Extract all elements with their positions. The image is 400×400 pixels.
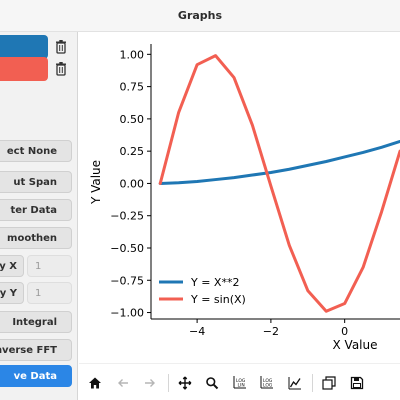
smoothen-button[interactable]: moothen [0,227,72,249]
shift-y-input[interactable]: 1 [27,282,72,304]
svg-text:LOG: LOG [263,378,273,384]
pan-icon[interactable] [174,372,196,394]
shift-x-input[interactable]: 1 [27,255,72,277]
plot-toolbar: LOG LIN LOG LOG [79,363,400,400]
y-tick-label: 1.00 [120,48,145,61]
curve-color-swatch-1[interactable] [0,35,48,59]
plot-area[interactable]: 1.00 0.75 0.50 0.25 0.00 −0.25 −0.50 −0.75 −1.00… [79,32,400,363]
toolbar-separator [312,374,313,392]
shift-y-button[interactable]: y Y [0,282,24,304]
window-titlebar: Graphs [0,0,400,32]
sidebar: ect None ut Span ter Data moothen y X 1 … [0,32,78,400]
x-tick-label: 0 [341,325,348,338]
y-tick-label: 0.50 [120,113,145,126]
svg-text:LIN: LIN [238,383,245,389]
log-x-icon[interactable]: LOG LIN [229,372,251,394]
y-tick-label: 0.75 [120,81,145,94]
back-icon[interactable] [112,372,134,394]
log-y-icon[interactable]: LOG LOG [256,372,278,394]
y-tick-label: −0.25 [110,210,144,223]
save-data-button[interactable]: ve Data [0,365,72,387]
integral-button[interactable]: Integral [0,311,72,333]
series-line-2 [158,54,400,313]
home-icon[interactable] [84,372,106,394]
svg-text:LOG: LOG [236,378,246,384]
shift-x-row: y X 1 [0,255,78,277]
x-tick-label: −2 [263,325,279,338]
line-chart[interactable]: 1.00 0.75 0.50 0.25 0.00 −0.25 −0.50 −0.75 −1.00… [79,32,400,363]
shift-x-button[interactable]: y X [0,255,24,277]
curve-row-2 [0,57,78,81]
save-icon[interactable] [346,372,368,394]
delete-curve-2-trash-icon[interactable] [55,61,67,77]
graph-style-icon[interactable] [284,372,306,394]
delete-curve-1-trash-icon[interactable] [55,39,67,55]
y-tick-label: 0.00 [120,177,145,190]
toolbar-separator [168,374,169,392]
series-line-1 [158,139,400,185]
inverse-fft-button[interactable]: nverse FFT [0,339,72,361]
select-none-button[interactable]: ect None [0,140,72,162]
x-tick-label: −4 [189,325,205,338]
legend-label-1: Y = X**2 [190,276,239,289]
y-tick-label: −0.50 [110,242,144,255]
zoom-icon[interactable] [201,372,223,394]
cut-span-button[interactable]: ut Span [0,171,72,193]
filter-data-button[interactable]: ter Data [0,199,72,221]
x-axis-label: X Value [333,338,378,352]
shift-y-row: y Y 1 [0,282,78,304]
y-tick-label: 0.25 [120,145,145,158]
y-tick-label: −0.75 [110,274,144,287]
legend-label-2: Y = sin(X) [190,293,246,306]
subplot-icon[interactable] [318,372,340,394]
curve-color-swatch-2[interactable] [0,57,48,81]
y-tick-label: −1.00 [110,307,144,320]
svg-text:LOG: LOG [263,383,273,389]
curve-row-1 [0,35,78,59]
forward-icon[interactable] [139,372,161,394]
y-axis-label: Y Value [89,160,103,205]
window-title: Graphs [177,9,223,22]
